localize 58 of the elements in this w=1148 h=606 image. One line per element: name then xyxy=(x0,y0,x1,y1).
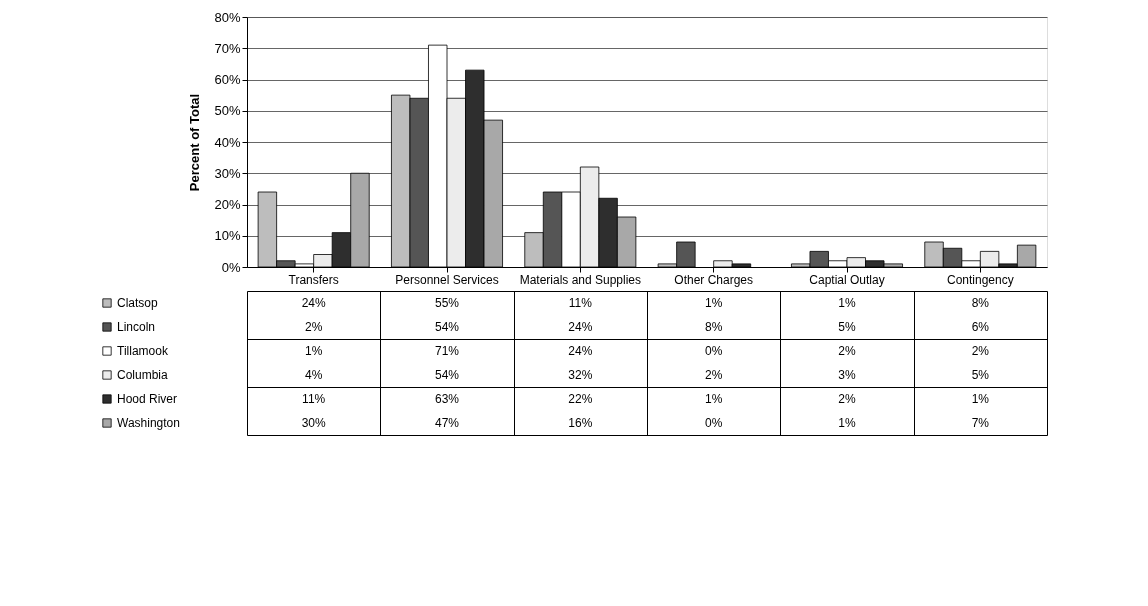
data-label: 63% xyxy=(434,392,460,406)
data-label: 6% xyxy=(971,320,990,334)
y-tick-label: 30% xyxy=(214,165,241,181)
y-tick-label: 40% xyxy=(214,134,241,150)
legend-label: Columbia xyxy=(117,368,169,382)
data-label: 1% xyxy=(304,344,323,358)
data-label: 8% xyxy=(971,296,990,310)
y-tick-label: 50% xyxy=(214,103,241,119)
data-label: 47% xyxy=(434,416,460,430)
data-label: 1% xyxy=(704,392,723,406)
y-tick-label: 60% xyxy=(214,72,241,87)
data-label: 3% xyxy=(838,368,856,382)
data-label: 2% xyxy=(838,344,856,358)
data-label: 4% xyxy=(304,368,323,382)
data-label: 11% xyxy=(568,296,593,310)
data-label: 54% xyxy=(434,320,460,334)
data-label: 1% xyxy=(704,296,723,310)
data-label: 2% xyxy=(304,320,323,334)
data-label: 0% xyxy=(704,416,723,430)
data-label: 32% xyxy=(568,368,593,382)
legend-label: Clatsop xyxy=(117,296,159,310)
data-label: 54% xyxy=(434,368,460,382)
data-label: 71% xyxy=(434,344,460,358)
y-tick-label: 10% xyxy=(214,228,241,244)
x-tick-label: Materials and Supplies xyxy=(519,272,642,287)
data-label: 11% xyxy=(302,392,326,406)
x-tick-label: Contingency xyxy=(946,272,1014,287)
data-label: 5% xyxy=(838,320,856,334)
data-label: 8% xyxy=(704,320,723,334)
data-label: 2% xyxy=(704,368,723,382)
x-tick-label: Personnel Services xyxy=(395,272,499,287)
legend-label: Hood River xyxy=(117,392,178,406)
legend-label: Tillamook xyxy=(117,344,169,358)
data-label: 7% xyxy=(971,416,990,430)
y-axis-title: Percent of Total xyxy=(187,93,203,192)
x-tick-label: Captial Outlay xyxy=(809,272,885,287)
data-label: 16% xyxy=(568,416,593,430)
data-label: 55% xyxy=(434,296,460,310)
data-label: 2% xyxy=(971,344,990,358)
data-label: 1% xyxy=(838,296,856,310)
data-label: 5% xyxy=(971,368,990,382)
y-tick-label: 20% xyxy=(214,197,241,212)
data-label: 1% xyxy=(838,416,856,430)
x-tick-label: Transfers xyxy=(288,272,339,287)
legend-label: Washington xyxy=(117,416,180,430)
y-tick-label: 80% xyxy=(214,9,241,25)
data-label: 24% xyxy=(301,296,326,310)
data-label: 2% xyxy=(838,392,856,406)
legend-label: Lincoln xyxy=(117,320,156,334)
y-tick-label: 70% xyxy=(214,40,241,56)
data-label: 24% xyxy=(568,344,593,358)
data-label: 0% xyxy=(704,344,723,358)
data-label: 22% xyxy=(568,392,593,406)
data-label: 30% xyxy=(301,416,326,430)
data-label: 24% xyxy=(568,320,593,334)
y-tick-label: 0% xyxy=(221,259,241,275)
data-label: 1% xyxy=(971,392,990,406)
x-tick-label: Other Charges xyxy=(674,272,754,287)
